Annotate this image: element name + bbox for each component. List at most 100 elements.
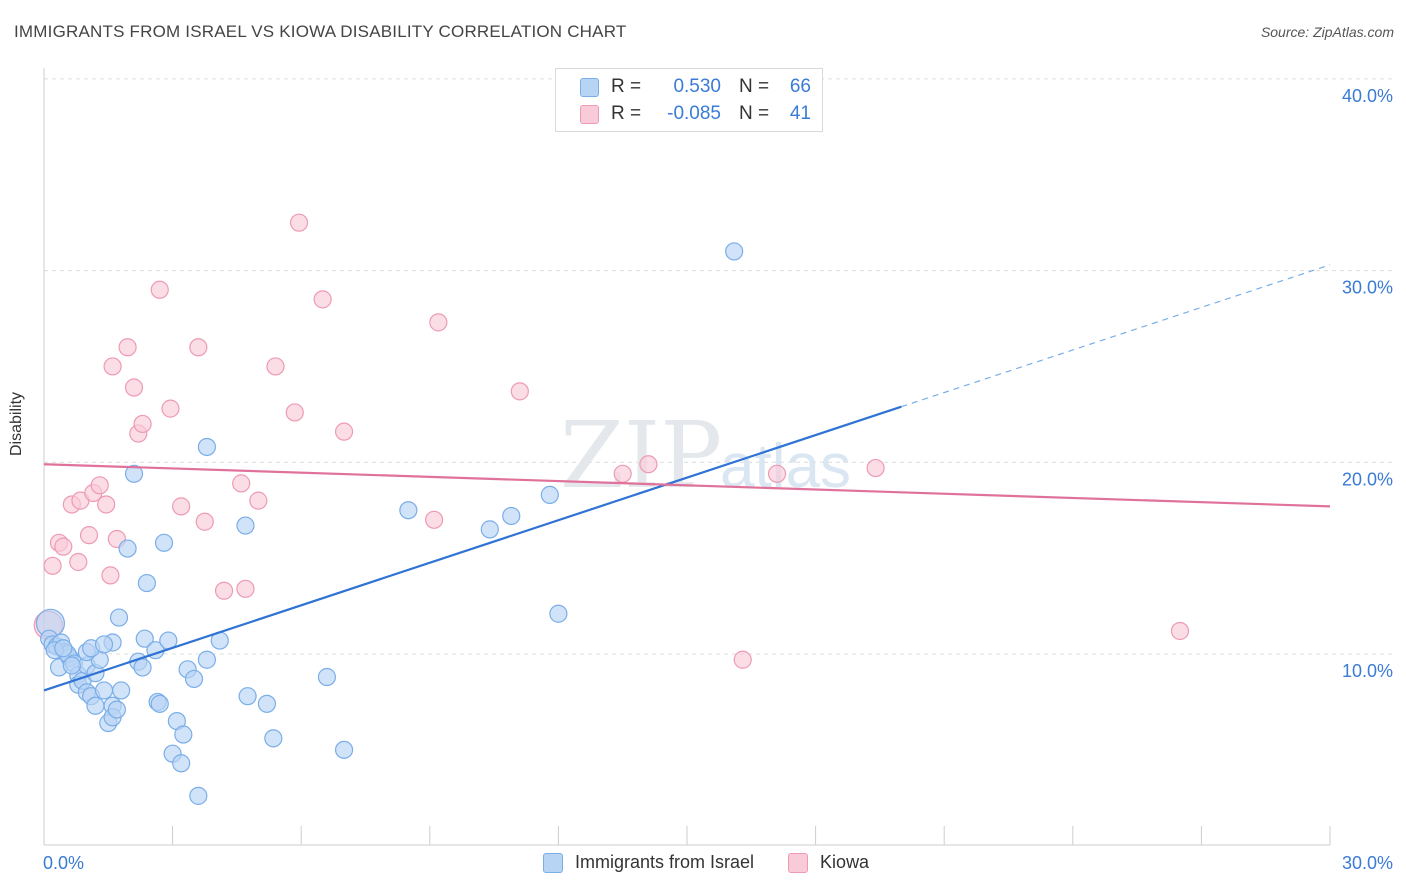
legend-item-israel[interactable]: Immigrants from Israel: [543, 852, 754, 873]
point-israel: [197, 650, 216, 669]
point-israel: [238, 687, 257, 706]
point-kiowa: [334, 422, 354, 441]
point-israel: [172, 754, 191, 773]
point-israel: [154, 533, 174, 552]
point-kiowa: [118, 338, 137, 357]
legend-swatch-kiowa: [580, 104, 599, 124]
point-kiowa: [124, 378, 144, 397]
legend-row-kiowa: R = -0.085 N = 41: [580, 101, 811, 127]
legend-n-value: 66: [789, 76, 811, 97]
point-israel: [480, 520, 499, 539]
legend-row-israel: R = 0.530 N = 66: [580, 74, 811, 100]
point-kiowa: [285, 403, 304, 422]
legend-label-israel: Immigrants from Israel: [575, 852, 755, 872]
legend-item-kiowa[interactable]: Kiowa: [788, 852, 869, 873]
gridlines: [44, 78, 1392, 655]
point-israel: [236, 516, 255, 535]
point-kiowa: [424, 510, 444, 529]
legend-r-value: 0.530: [673, 76, 721, 97]
y-tick-label: 30.0%: [1342, 278, 1393, 298]
y-tick-label: 10.0%: [1342, 661, 1393, 681]
point-israel: [135, 629, 154, 648]
point-israel: [62, 656, 81, 675]
trend-lines: [43, 264, 1331, 692]
point-israel: [124, 464, 144, 483]
point-israel: [334, 740, 354, 759]
point-kiowa: [232, 474, 251, 493]
point-kiowa: [54, 537, 73, 556]
point-israel: [184, 669, 204, 689]
point-kiowa: [289, 213, 309, 232]
point-kiowa: [866, 458, 885, 478]
legend-swatch-israel: [580, 77, 599, 97]
point-kiowa: [150, 280, 169, 299]
point-kiowa: [1170, 621, 1190, 641]
point-israel: [118, 539, 137, 558]
point-israel: [189, 786, 208, 805]
point-kiowa: [429, 313, 448, 332]
point-israel: [549, 604, 568, 623]
y-tick-label: 20.0%: [1342, 469, 1393, 489]
point-kiowa: [161, 399, 180, 418]
y-axis-label: Disability: [8, 391, 25, 456]
stats-legend: R = 0.530 N = 66 R = -0.085 N = 41: [555, 68, 823, 132]
x-tick-label: 0.0%: [43, 853, 84, 873]
point-kiowa: [43, 556, 62, 575]
trend-line-kiowa: [43, 463, 1331, 508]
point-israel: [725, 242, 744, 261]
legend-n-value: 41: [789, 103, 811, 124]
point-kiowa: [767, 464, 787, 483]
legend-swatch-kiowa: [788, 852, 809, 873]
point-kiowa: [639, 455, 658, 474]
point-kiowa: [613, 464, 632, 483]
point-kiowa: [172, 497, 191, 516]
point-kiowa: [69, 552, 88, 572]
data-points: [33, 213, 1190, 805]
point-israel: [107, 700, 126, 719]
point-israel: [540, 485, 559, 504]
point-israel: [94, 635, 114, 654]
point-kiowa: [249, 491, 268, 510]
point-kiowa: [133, 414, 152, 434]
point-israel: [94, 681, 114, 700]
legend-n-label: N =: [739, 76, 770, 97]
legend-label-kiowa: Kiowa: [820, 852, 870, 872]
series-legend: Immigrants from Israel Kiowa: [543, 852, 903, 873]
point-kiowa: [733, 650, 752, 669]
point-israel: [399, 501, 418, 520]
point-israel: [197, 437, 216, 457]
point-kiowa: [236, 579, 255, 598]
point-israel: [317, 667, 337, 687]
x-tick-label: 30.0%: [1342, 853, 1393, 873]
point-kiowa: [97, 495, 116, 514]
watermark-zip: ZIP: [560, 402, 722, 509]
point-israel: [54, 639, 73, 658]
trend-line-israel: [43, 405, 902, 692]
point-kiowa: [79, 526, 99, 545]
point-kiowa: [266, 357, 285, 376]
point-israel: [150, 694, 169, 713]
tick-labels: 10.0% 20.0% 30.0% 40.0% 0.0% 30.0%: [43, 86, 1393, 873]
legend-n-label: N =: [739, 103, 770, 124]
point-kiowa: [103, 357, 122, 376]
point-israel: [502, 506, 521, 526]
axes: [43, 68, 1331, 846]
point-kiowa: [195, 512, 214, 531]
legend-swatch-israel: [543, 852, 563, 873]
source-credit: Source: ZipAtlas.com: [1260, 24, 1394, 40]
point-israel: [264, 729, 283, 748]
watermark: ZIP atlas: [560, 402, 851, 509]
point-kiowa: [510, 382, 529, 401]
point-israel: [174, 725, 193, 744]
trend-line-israel-projection: [901, 264, 1331, 408]
point-kiowa: [101, 566, 120, 585]
point-israel: [137, 573, 156, 593]
point-israel: [133, 658, 152, 677]
point-israel: [112, 681, 131, 700]
legend-r-label: R =: [611, 103, 642, 124]
point-israel: [86, 696, 105, 715]
legend-r-label: R =: [611, 76, 642, 97]
point-israel: [109, 608, 129, 627]
point-kiowa: [313, 290, 332, 309]
